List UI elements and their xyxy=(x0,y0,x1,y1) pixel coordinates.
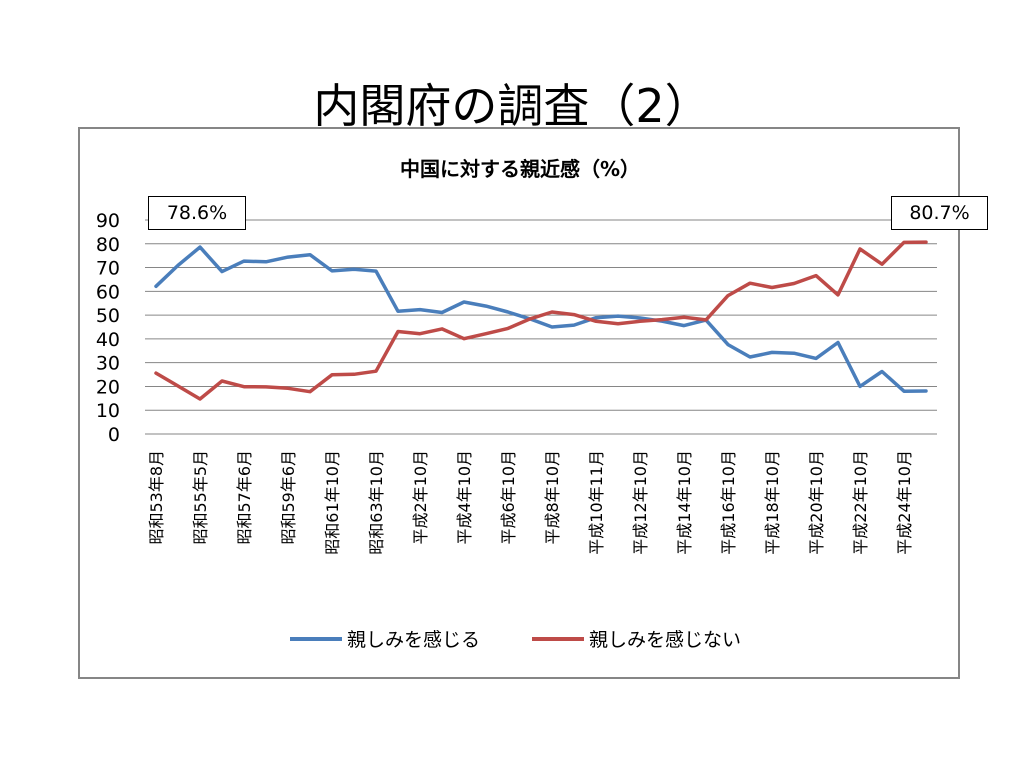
series-line-1 xyxy=(154,245,928,393)
series-lines xyxy=(154,240,928,401)
x-tick-label: 平成10年11月 xyxy=(587,450,606,555)
y-tick-label-50: 50 xyxy=(96,305,120,327)
x-tick-label: 平成8年10月 xyxy=(543,450,562,545)
x-tick-label: 平成16年10月 xyxy=(719,450,738,555)
x-tick-label: 平成20年10月 xyxy=(807,450,826,555)
y-tick-label-80: 80 xyxy=(96,234,120,256)
y-tick-label-60: 60 xyxy=(96,281,120,303)
x-tick-label: 昭和59年6月 xyxy=(279,450,298,545)
x-tick-label: 昭和53年8月 xyxy=(147,450,166,545)
y-tick-label-90: 90 xyxy=(96,210,120,232)
y-tick-label-0: 0 xyxy=(108,424,120,446)
x-axis-tick-labels: 昭和53年8月 昭和55年5月 昭和57年6月 昭和59年6月 昭和61年10月 昭和63… xyxy=(147,450,914,555)
x-tick-label: 昭和57年6月 xyxy=(235,450,254,545)
x-tick-label: 平成4年10月 xyxy=(455,450,474,545)
x-tick-label: 平成12年10月 xyxy=(631,450,650,555)
x-tick-label: 平成18年10月 xyxy=(763,450,782,555)
y-tick-label-20: 20 xyxy=(96,376,120,398)
x-tick-label: 昭和63年10月 xyxy=(367,450,386,555)
x-tick-label: 平成22年10月 xyxy=(851,450,870,555)
chart-title: 中国に対する親近感（%） xyxy=(400,157,640,181)
y-tick-label-40: 40 xyxy=(96,329,120,351)
x-tick-label: 平成24年10月 xyxy=(895,450,914,555)
y-tick-label-10: 10 xyxy=(96,400,120,422)
legend-label-1: 親しみを感じる xyxy=(347,629,480,651)
callout-max-unfavorable: 80.7% xyxy=(891,196,988,230)
x-tick-label: 平成2年10月 xyxy=(411,450,430,545)
legend-label-2: 親しみを感じない xyxy=(589,629,741,651)
x-tick-label: 昭和61年10月 xyxy=(323,450,342,555)
slide-title: 内閣府の調査（2） xyxy=(313,79,711,133)
y-tick-label-30: 30 xyxy=(96,353,120,375)
y-tick-label-70: 70 xyxy=(96,258,120,280)
x-tick-label: 昭和55年5月 xyxy=(191,450,210,545)
legend: 親しみを感じる 親しみを感じない xyxy=(290,629,741,651)
gridlines xyxy=(145,219,937,435)
callout-max-favorable: 78.6% xyxy=(148,196,246,230)
x-tick-label: 平成14年10月 xyxy=(675,450,694,555)
x-tick-label: 平成6年10月 xyxy=(499,450,518,545)
series-line-2 xyxy=(154,240,928,401)
